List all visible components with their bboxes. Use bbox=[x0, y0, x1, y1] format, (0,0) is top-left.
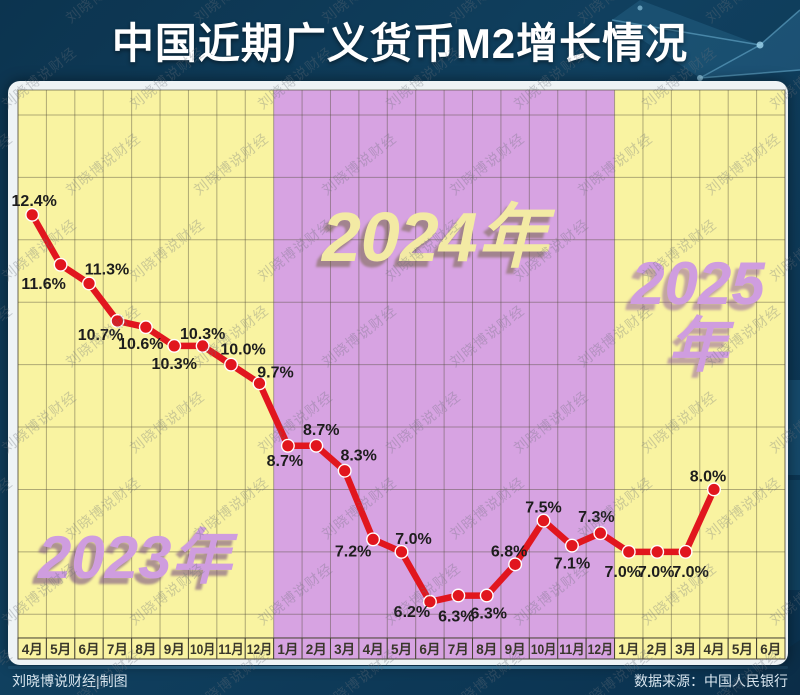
axis-month-label: 12月 bbox=[588, 642, 613, 657]
chart-card: 4月 5月 6月 7月 8月 9月 10月 11月 12月 1月 2月 3月 4月 5月 6月 7月 8月 9月 1… bbox=[8, 81, 788, 665]
data-point bbox=[110, 313, 125, 328]
axis-month-label: 10月 bbox=[531, 642, 556, 657]
axis-month-label: 8月 bbox=[476, 642, 497, 657]
data-point bbox=[337, 463, 352, 478]
data-point-label: 6.3% bbox=[470, 606, 506, 623]
footer-credit: 刘晓博说财经|制图 bbox=[12, 672, 128, 689]
axis-month-label: 8月 bbox=[135, 642, 156, 657]
data-point-label: 10.6% bbox=[118, 336, 163, 353]
axis-month-label: 4月 bbox=[703, 642, 724, 657]
data-point bbox=[394, 544, 409, 559]
footer-bar: 刘晓博说财经|制图 数据来源：中国人民银行 bbox=[0, 666, 800, 695]
data-point-label: 7.0% bbox=[605, 564, 641, 581]
data-point-label: 7.1% bbox=[554, 556, 590, 573]
axis-month-label: 11月 bbox=[559, 642, 584, 657]
data-point bbox=[536, 513, 551, 528]
plot-section-band bbox=[273, 90, 615, 638]
data-point bbox=[706, 482, 721, 497]
data-point-label: 10.0% bbox=[220, 342, 265, 359]
data-point bbox=[564, 538, 579, 553]
data-point-label: 7.2% bbox=[335, 543, 371, 560]
page-title: 中国近期广义货币M2增长情况 bbox=[111, 19, 689, 67]
axis-month-label: 1月 bbox=[618, 642, 639, 657]
data-point-label: 7.0% bbox=[672, 564, 708, 581]
deco-patch bbox=[786, 380, 800, 475]
data-point bbox=[25, 207, 40, 222]
data-point-label: 8.3% bbox=[340, 448, 376, 465]
axis-month-label: 2月 bbox=[647, 642, 668, 657]
axis-cell bbox=[756, 637, 786, 660]
deco-triangle bbox=[612, 0, 760, 78]
axis-month-label: 4月 bbox=[22, 642, 43, 657]
data-point-label: 8.0% bbox=[690, 468, 726, 485]
data-point-label: 8.7% bbox=[267, 453, 303, 470]
data-point bbox=[451, 588, 466, 603]
data-point bbox=[621, 544, 636, 559]
data-point bbox=[195, 338, 210, 353]
data-point-label: 7.3% bbox=[578, 509, 614, 526]
axis-month-label: 1月 bbox=[277, 642, 298, 657]
deco-dot bbox=[756, 41, 764, 49]
data-point-label: 12.4% bbox=[12, 193, 57, 210]
data-point-label: 6.8% bbox=[491, 543, 527, 560]
data-point-label: 9.7% bbox=[257, 364, 293, 381]
data-point-label: 6.2% bbox=[394, 604, 430, 621]
data-point bbox=[167, 338, 182, 353]
data-point bbox=[508, 557, 523, 572]
data-point bbox=[678, 544, 693, 559]
axis-month-label: 4月 bbox=[363, 642, 384, 657]
data-point-label: 10.3% bbox=[180, 326, 225, 343]
data-point-label: 7.0% bbox=[638, 564, 674, 581]
axis-month-label: 6月 bbox=[419, 642, 440, 657]
deco-patch bbox=[788, 480, 800, 590]
axis-month-label: 9月 bbox=[505, 642, 526, 657]
data-point bbox=[280, 438, 295, 453]
data-point-label: 11.3% bbox=[85, 261, 129, 278]
axis-month-label: 9月 bbox=[164, 642, 185, 657]
deco-dot bbox=[637, 5, 643, 11]
axis-month-label: 7月 bbox=[107, 642, 128, 657]
deco-triangle bbox=[700, 10, 800, 78]
axis-month-label: 6月 bbox=[79, 642, 100, 657]
data-point-label: 8.7% bbox=[303, 422, 339, 439]
data-point bbox=[82, 276, 97, 291]
axis-month-label: 6月 bbox=[760, 642, 781, 657]
axis-month-label: 2月 bbox=[306, 642, 327, 657]
data-point-label: 7.5% bbox=[525, 500, 561, 517]
card-bottom-glow bbox=[8, 666, 788, 669]
data-point bbox=[224, 357, 239, 372]
axis-month-label: 11月 bbox=[218, 642, 243, 657]
data-point bbox=[138, 320, 153, 335]
footer-source: 数据来源：中国人民银行 bbox=[634, 672, 788, 689]
axis-month-label: 5月 bbox=[50, 642, 71, 657]
data-point bbox=[366, 532, 381, 547]
axis-month-label: 5月 bbox=[391, 642, 412, 657]
axis-month-label: 3月 bbox=[334, 642, 355, 657]
data-point-label: 7.0% bbox=[395, 531, 431, 548]
m2-line-chart: 4月 5月 6月 7月 8月 9月 10月 11月 12月 1月 2月 3月 4月 5月 6月 7月 8月 9月 1… bbox=[12, 89, 786, 660]
data-point bbox=[53, 257, 68, 272]
axis-month-label: 7月 bbox=[448, 642, 469, 657]
axis-month-label: 12月 bbox=[247, 642, 272, 657]
data-point bbox=[309, 438, 324, 453]
axis-month-label: 5月 bbox=[732, 642, 753, 657]
data-point-label: 10.7% bbox=[78, 327, 123, 344]
axis-month-label: 10月 bbox=[190, 642, 215, 657]
data-point bbox=[650, 544, 665, 559]
plot-section-band bbox=[614, 90, 785, 638]
data-point bbox=[479, 588, 494, 603]
deco-dot bbox=[697, 75, 703, 81]
axis-month-label: 3月 bbox=[675, 642, 696, 657]
data-point-label: 11.6% bbox=[21, 276, 65, 293]
data-point-label: 10.3% bbox=[152, 356, 197, 373]
data-point bbox=[252, 376, 267, 391]
data-point-label: 6.3% bbox=[438, 609, 474, 626]
data-point bbox=[593, 526, 608, 541]
data-point bbox=[422, 594, 437, 609]
